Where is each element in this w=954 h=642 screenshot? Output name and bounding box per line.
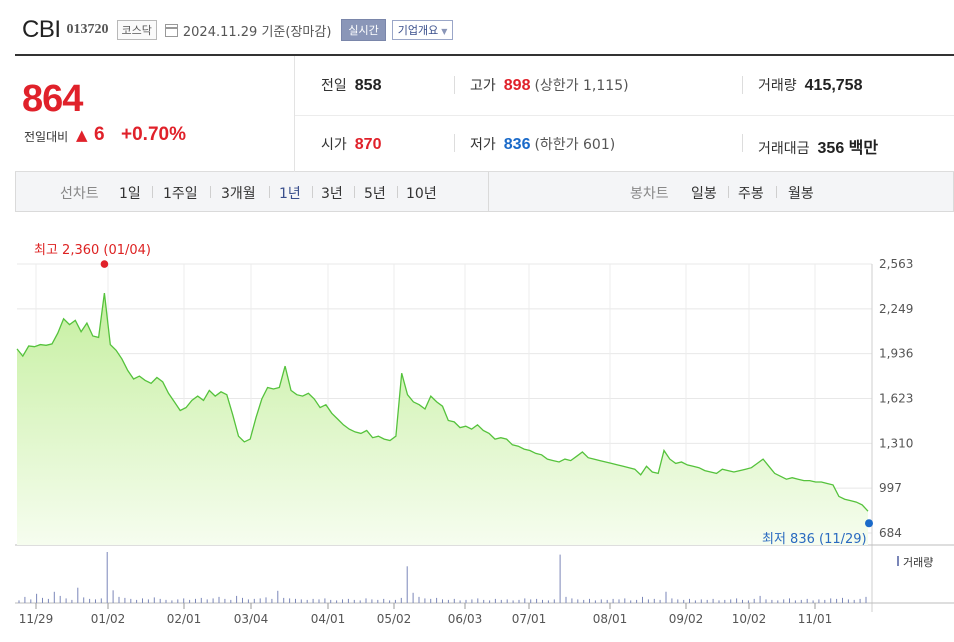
calendar-icon	[164, 23, 178, 37]
tab-10-years[interactable]: 10년	[406, 186, 437, 202]
tab-divider	[397, 186, 398, 198]
low-value: 836	[503, 136, 531, 153]
company-name: CBI	[22, 16, 61, 43]
x-tick-label: 11/01	[798, 612, 833, 626]
y-tick-label: 684	[879, 526, 902, 540]
company-overview-dropdown[interactable]: 기업개요 ▼	[391, 20, 454, 40]
low-marker	[865, 519, 873, 528]
price-line	[16, 293, 869, 512]
prev-close-value: 858	[354, 77, 382, 94]
day-high: 고가 898 (상한가 1,115)	[470, 75, 629, 95]
x-tick-label: 07/01	[512, 612, 547, 626]
low-annotation: 최저 836 (11/29)	[762, 532, 867, 547]
volume-legend: 거래량	[903, 556, 933, 569]
prev-close: 전일 858	[321, 75, 381, 95]
tab-3-years[interactable]: 3년	[321, 186, 343, 202]
tab-weekly-candle[interactable]: 주봉	[738, 186, 764, 202]
y-tick-label: 2,563	[879, 257, 913, 271]
tab-1-week[interactable]: 1주일	[163, 186, 198, 202]
y-tick-label: 997	[879, 481, 902, 495]
price-area-fill	[17, 293, 868, 545]
quote-summary: 864 전일대비 ▲ 6 +0.70% 전일 858 고가 898 (상한가 1,11…	[15, 54, 954, 172]
y-tick-label: 1,310	[879, 436, 913, 450]
y-tick-label: 1,623	[879, 392, 913, 406]
tab-divider	[728, 186, 729, 198]
up-arrow-icon: ▲	[76, 126, 88, 144]
current-price: 864	[22, 78, 83, 120]
high-annotation: 최고 2,360 (01/04)	[34, 243, 151, 258]
x-tick-label: 08/01	[593, 612, 628, 626]
x-tick-label: 02/01	[167, 612, 202, 626]
price-panel: 864 전일대비 ▲ 6 +0.70%	[15, 56, 295, 172]
x-tick-label: 11/29	[19, 612, 54, 626]
column-divider	[454, 76, 455, 94]
tab-divider	[269, 186, 270, 198]
tabs-divider	[488, 172, 489, 211]
x-tick-label: 05/02	[377, 612, 412, 626]
high-label: 고가	[470, 78, 496, 94]
x-tick-label: 01/02	[91, 612, 126, 626]
high-marker	[100, 260, 109, 268]
tab-daily-candle[interactable]: 일봉	[691, 186, 717, 202]
realtime-button[interactable]: 실시간	[341, 19, 386, 41]
price-area	[16, 293, 869, 545]
stock-code: 013720	[66, 22, 109, 37]
tab-divider	[776, 186, 777, 198]
stock-header: CBI 013720 코스닥 2024.11.29 기준(장마감) 실시간 기업…	[22, 14, 454, 46]
amount-label: 거래대금	[758, 141, 810, 157]
open-value: 870	[354, 136, 382, 153]
volume-bars: 거래량	[18, 552, 933, 603]
y-tick-label: 1,936	[879, 347, 913, 361]
y-tick-label: 2,249	[879, 302, 913, 316]
y-axis-labels: 2,563 2,249 1,936 1,623 1,310 997 684	[879, 257, 913, 540]
tab-monthly-candle[interactable]: 월봉	[788, 186, 814, 202]
candle-chart-title: 봉차트	[630, 186, 669, 202]
volume-label: 거래량	[758, 78, 797, 94]
lower-limit: (하한가 601)	[534, 137, 616, 153]
volume-legend-marker	[897, 556, 899, 566]
tab-3-months[interactable]: 3개월	[221, 186, 256, 202]
change-percent: +0.70%	[121, 124, 186, 145]
tab-1-year[interactable]: 1년	[279, 186, 301, 202]
x-tick-label: 09/02	[669, 612, 704, 626]
tab-5-years[interactable]: 5년	[364, 186, 386, 202]
chart-annotations: 최고 2,360 (01/04) 최저 836 (11/29)	[34, 243, 873, 547]
x-tick-label: 10/02	[732, 612, 767, 626]
quote-date: 2024.11.29 기준(장마감)	[182, 24, 332, 40]
trading-amount: 거래대금 356 백만	[758, 134, 878, 158]
market-badge: 코스닥	[116, 20, 157, 40]
amount-value: 356 백만	[817, 140, 879, 157]
x-axis-labels: 11/29 01/02 02/01 03/04 04/01 05/02 06/03 07/01…	[19, 603, 833, 626]
x-tick-label: 03/04	[234, 612, 269, 626]
column-divider	[742, 76, 743, 94]
chart-period-tabs: 선차트 1일 1주일 3개월 1년 3년 5년 10년 봉차트 일봉 주봉 월봉	[15, 172, 954, 212]
column-divider	[454, 134, 455, 152]
company-overview-label: 기업개요	[397, 24, 439, 37]
line-chart-title: 선차트	[60, 186, 99, 202]
open-label: 시가	[321, 137, 347, 153]
tab-divider	[152, 186, 153, 198]
volume-value: 415,758	[804, 77, 863, 94]
open-price: 시가 870	[321, 134, 381, 154]
upper-limit: (상한가 1,115)	[534, 78, 629, 94]
x-tick-label: 04/01	[311, 612, 346, 626]
high-value: 898	[503, 77, 531, 94]
low-label: 저가	[470, 137, 496, 153]
change-label: 전일대비	[24, 130, 69, 144]
change-value: 6	[94, 124, 105, 145]
price-chart[interactable]: 2,563 2,249 1,936 1,623 1,310 997 684 최고 2,360…	[0, 212, 954, 642]
column-divider	[742, 134, 743, 152]
price-chart-svg: 2,563 2,249 1,936 1,623 1,310 997 684 최고 2,360…	[15, 243, 954, 626]
x-tick-label: 06/03	[448, 612, 483, 626]
row-divider	[295, 115, 954, 116]
tab-divider	[210, 186, 211, 198]
prev-close-label: 전일	[321, 78, 347, 94]
tab-1-day[interactable]: 1일	[119, 186, 141, 202]
volume: 거래량 415,758	[758, 75, 862, 95]
chevron-down-icon: ▼	[441, 27, 448, 36]
tab-divider	[354, 186, 355, 198]
day-low: 저가 836 (하한가 601)	[470, 134, 615, 154]
tab-divider	[312, 186, 313, 198]
